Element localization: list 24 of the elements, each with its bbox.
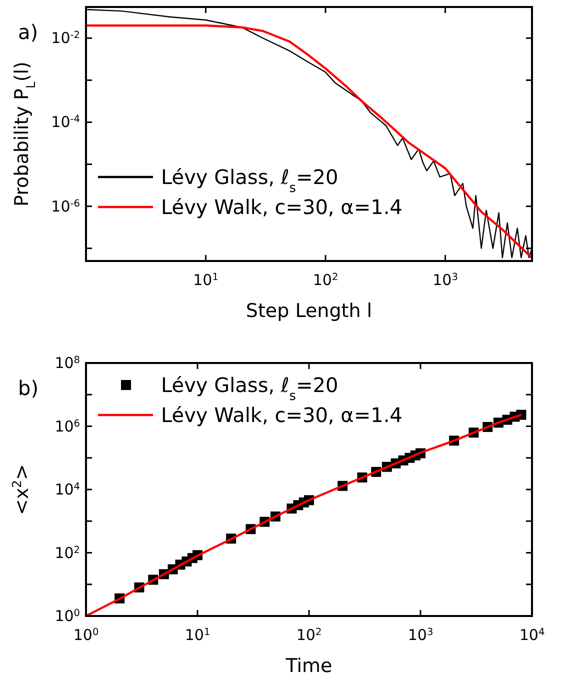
legend-label: Lévy Walk, c=30, α=1.4: [161, 403, 402, 427]
text: b): [18, 376, 38, 400]
y-tick-label: 10$^{6}$: [54, 417, 80, 436]
x-tick-label: 10$^{2}$: [296, 626, 322, 644]
text: a): [18, 20, 38, 44]
legend-label: Lévy Walk, c=30, α=1.4: [161, 195, 402, 219]
legend-label: Lévy Glass, ℓ$_{s}$=20: [161, 373, 338, 404]
x-tick-label: 10$^{0}$: [73, 626, 99, 644]
x-tick-label: 10$^{1}$: [193, 271, 218, 289]
legend-label: Lévy Glass, ℓ$_{s}$=20: [161, 165, 338, 196]
y-tick-label: 10$^{-6}$: [51, 197, 80, 216]
x-tick-label: 10$^{3}$: [408, 626, 434, 644]
y-tick-label: 10$^{0}$: [54, 607, 80, 625]
x-tick-label: 10$^{2}$: [312, 271, 338, 289]
x-axis-title: Time: [284, 655, 332, 677]
y-tick-label: 10$^{-2}$: [51, 29, 80, 48]
x-axis-title: Step Length l: [246, 300, 372, 322]
x-tick-label: 10$^{1}$: [184, 626, 210, 644]
y-tick-label: 10$^{-4}$: [51, 113, 80, 132]
y-tick-label: 10$^{8}$: [54, 354, 80, 372]
x-tick-label: 10$^{4}$: [519, 626, 545, 644]
y-tick-label: 10$^{4}$: [54, 480, 80, 498]
x-tick-label: 10$^{3}$: [432, 271, 458, 289]
y-tick-label: 10$^{2}$: [54, 544, 80, 562]
